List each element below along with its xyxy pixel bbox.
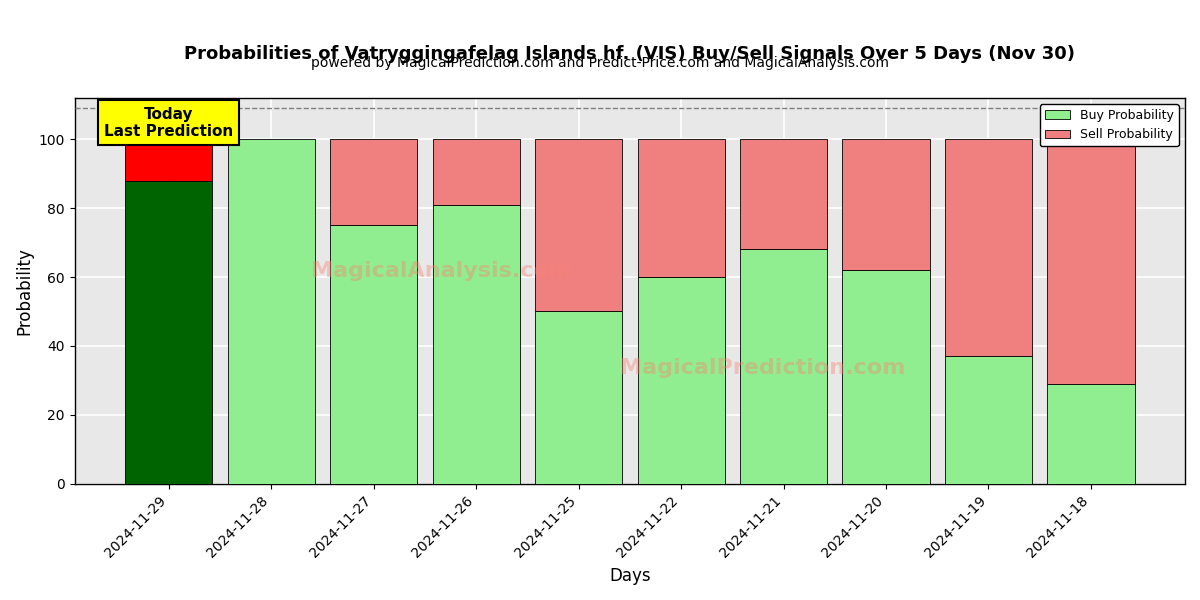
- Bar: [330, 139, 418, 226]
- Bar: [637, 139, 725, 277]
- Bar: [228, 139, 314, 484]
- Bar: [740, 250, 827, 484]
- Bar: [125, 139, 212, 181]
- Bar: [637, 277, 725, 484]
- Y-axis label: Probability: Probability: [16, 247, 34, 335]
- Bar: [1048, 139, 1134, 384]
- Bar: [944, 356, 1032, 484]
- Text: powered by MagicalPrediction.com and Predict-Price.com and MagicalAnalysis.com: powered by MagicalPrediction.com and Pre…: [311, 56, 889, 70]
- Bar: [330, 226, 418, 484]
- Text: MagicalPrediction.com: MagicalPrediction.com: [620, 358, 906, 378]
- Text: Today
Last Prediction: Today Last Prediction: [104, 107, 233, 139]
- Bar: [740, 139, 827, 250]
- Bar: [432, 205, 520, 484]
- Bar: [535, 311, 622, 484]
- Bar: [1048, 384, 1134, 484]
- Legend: Buy Probability, Sell Probability: Buy Probability, Sell Probability: [1040, 104, 1178, 146]
- Bar: [944, 139, 1032, 356]
- Text: MagicalAnalysis.com: MagicalAnalysis.com: [311, 262, 571, 281]
- Bar: [432, 139, 520, 205]
- Bar: [125, 181, 212, 484]
- Title: Probabilities of Vatryggingafelag Islands hf. (VIS) Buy/Sell Signals Over 5 Days: Probabilities of Vatryggingafelag Island…: [185, 45, 1075, 63]
- Bar: [842, 139, 930, 270]
- Bar: [842, 270, 930, 484]
- X-axis label: Days: Days: [610, 567, 650, 585]
- Bar: [535, 139, 622, 311]
